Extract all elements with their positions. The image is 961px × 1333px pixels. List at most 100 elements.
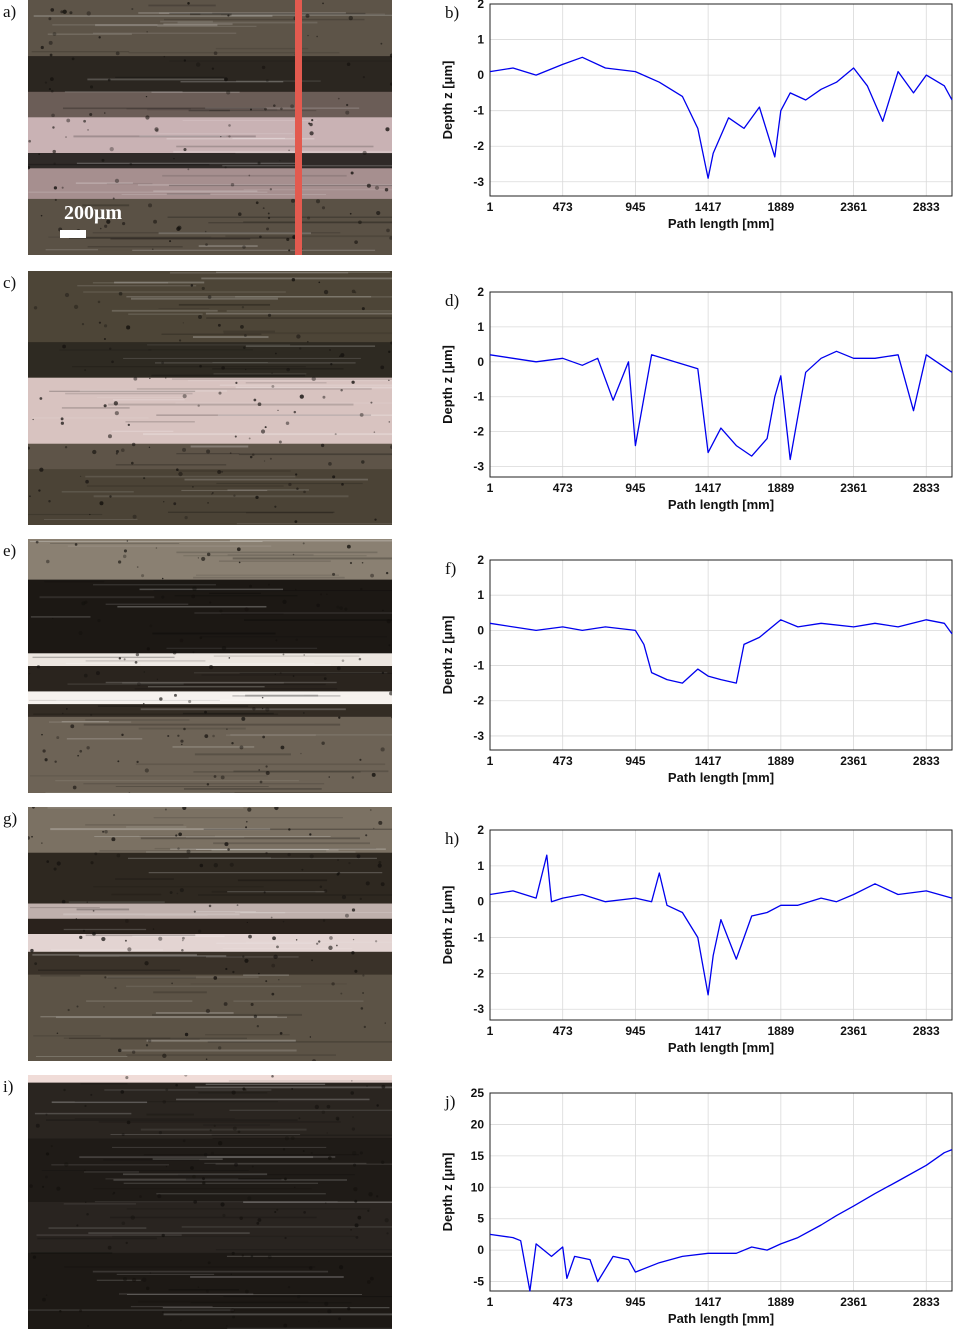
y-tick-label: -3 — [473, 1002, 484, 1016]
x-axis-title: Path length [mm] — [668, 1311, 774, 1326]
x-tick-label: 1 — [487, 200, 494, 214]
x-tick-label: 1 — [487, 1295, 494, 1309]
depth-profile-line — [489, 619, 953, 684]
panel-label-c: c) — [3, 273, 17, 292]
x-tick-label: 2361 — [840, 1295, 867, 1309]
chart-j: 1 473 945 1417 1889 2361 2833 25 20 15 10 5 0 -5 Path … — [440, 1086, 953, 1326]
x-tick-label: 2361 — [840, 481, 867, 495]
y-tick-label: -1 — [473, 931, 484, 945]
panel-label-a: a) — [3, 2, 17, 21]
x-tick-label: 473 — [553, 1295, 573, 1309]
y-tick-label: -2 — [473, 694, 484, 708]
scale-bar-label: 200μm — [64, 202, 122, 224]
x-tick-label: 1417 — [695, 1024, 722, 1038]
plot-frame — [489, 3, 953, 197]
y-tick-label: -1 — [473, 659, 484, 673]
y-tick-label: -3 — [473, 460, 484, 474]
x-tick-label: 945 — [625, 200, 645, 214]
y-tick-label: 1 — [477, 859, 484, 873]
x-tick-label: 2361 — [840, 754, 867, 768]
x-tick-label: 945 — [625, 481, 645, 495]
panel-label-e: e) — [3, 541, 17, 560]
x-tick-label: 1 — [487, 754, 494, 768]
plot-frame — [489, 291, 953, 478]
x-tick-label: 2833 — [913, 1295, 940, 1309]
x-tick-label: 473 — [553, 481, 573, 495]
micrograph-g — [28, 807, 392, 1061]
x-tick-label: 2361 — [840, 200, 867, 214]
panel-label-i: i) — [3, 1077, 14, 1096]
x-tick-label: 1889 — [767, 481, 794, 495]
depth-profile-line — [489, 350, 953, 461]
y-tick-label: -1 — [473, 390, 484, 404]
y-tick-label: 1 — [477, 33, 484, 47]
chart-b: 1 473 945 1417 1889 2361 2833 2 1 0 -1 -2 -3 Path len… — [440, 0, 953, 231]
y-tick-label: -2 — [473, 139, 484, 153]
x-tick-label: 1889 — [767, 200, 794, 214]
plot-frame — [489, 1092, 953, 1292]
x-axis-title: Path length [mm] — [668, 1040, 774, 1055]
x-tick-label: 1 — [487, 1024, 494, 1038]
x-tick-label: 473 — [553, 1024, 573, 1038]
profile-line-marker — [295, 0, 302, 255]
y-tick-label: 15 — [471, 1149, 485, 1163]
panel-label-b: b) — [445, 3, 459, 22]
y-tick-label: 1 — [477, 320, 484, 334]
y-tick-label: 2 — [477, 553, 484, 567]
y-tick-label: 20 — [471, 1117, 485, 1131]
x-tick-label: 1889 — [767, 1024, 794, 1038]
chart-h: 1 473 945 1417 1889 2361 2833 2 1 0 -1 -2 -3 Path len… — [440, 823, 953, 1055]
depth-profile-line — [489, 854, 953, 996]
y-tick-label: -5 — [473, 1275, 484, 1289]
x-axis-title: Path length [mm] — [668, 770, 774, 785]
y-tick-label: -2 — [473, 966, 484, 980]
x-tick-label: 2833 — [913, 481, 940, 495]
plot-frame — [489, 829, 953, 1021]
x-tick-label: 945 — [625, 1295, 645, 1309]
y-tick-label: 0 — [477, 1243, 484, 1257]
x-tick-label: 2833 — [913, 754, 940, 768]
y-tick-label: 2 — [477, 0, 484, 11]
x-tick-label: 1417 — [695, 754, 722, 768]
y-tick-label: 0 — [477, 68, 484, 82]
y-tick-label: 5 — [477, 1212, 484, 1226]
x-tick-label: 945 — [625, 1024, 645, 1038]
x-tick-label: 473 — [553, 754, 573, 768]
micrograph-a — [28, 0, 392, 255]
micrograph-c — [28, 271, 392, 525]
depth-profile-line — [489, 56, 953, 179]
x-tick-label: 2361 — [840, 1024, 867, 1038]
x-tick-label: 1889 — [767, 1295, 794, 1309]
x-tick-label: 1417 — [695, 200, 722, 214]
y-tick-label: 0 — [477, 623, 484, 637]
micrograph-e — [28, 539, 392, 793]
depth-profile-line — [489, 1148, 953, 1292]
x-axis-title: Path length [mm] — [668, 216, 774, 231]
chart-f: 1 473 945 1417 1889 2361 2833 2 1 0 -1 -2 -3 Path len… — [440, 553, 953, 785]
panel-label-h: h) — [445, 829, 459, 848]
panel-label-d: d) — [445, 291, 459, 310]
y-tick-label: 10 — [471, 1180, 485, 1194]
y-axis-title: Depth z [μm] — [440, 61, 455, 140]
y-tick-label: -3 — [473, 175, 484, 189]
x-tick-label: 945 — [625, 754, 645, 768]
y-tick-label: -1 — [473, 104, 484, 118]
plot-frame — [489, 559, 953, 751]
y-tick-label: 1 — [477, 588, 484, 602]
y-tick-label: 2 — [477, 823, 484, 837]
y-tick-label: 0 — [477, 895, 484, 909]
scale-bar — [60, 230, 86, 238]
y-axis-title: Depth z [μm] — [440, 1153, 455, 1232]
x-tick-label: 1417 — [695, 481, 722, 495]
x-tick-label: 473 — [553, 200, 573, 214]
x-axis-title: Path length [mm] — [668, 497, 774, 512]
y-axis-title: Depth z [μm] — [440, 616, 455, 695]
x-tick-label: 1 — [487, 481, 494, 495]
y-tick-label: 0 — [477, 355, 484, 369]
y-tick-label: 2 — [477, 285, 484, 299]
y-axis-title: Depth z [μm] — [440, 886, 455, 965]
x-tick-label: 2833 — [913, 1024, 940, 1038]
y-tick-label: 25 — [471, 1086, 485, 1100]
panel-label-f: f) — [445, 559, 456, 578]
x-tick-label: 2833 — [913, 200, 940, 214]
